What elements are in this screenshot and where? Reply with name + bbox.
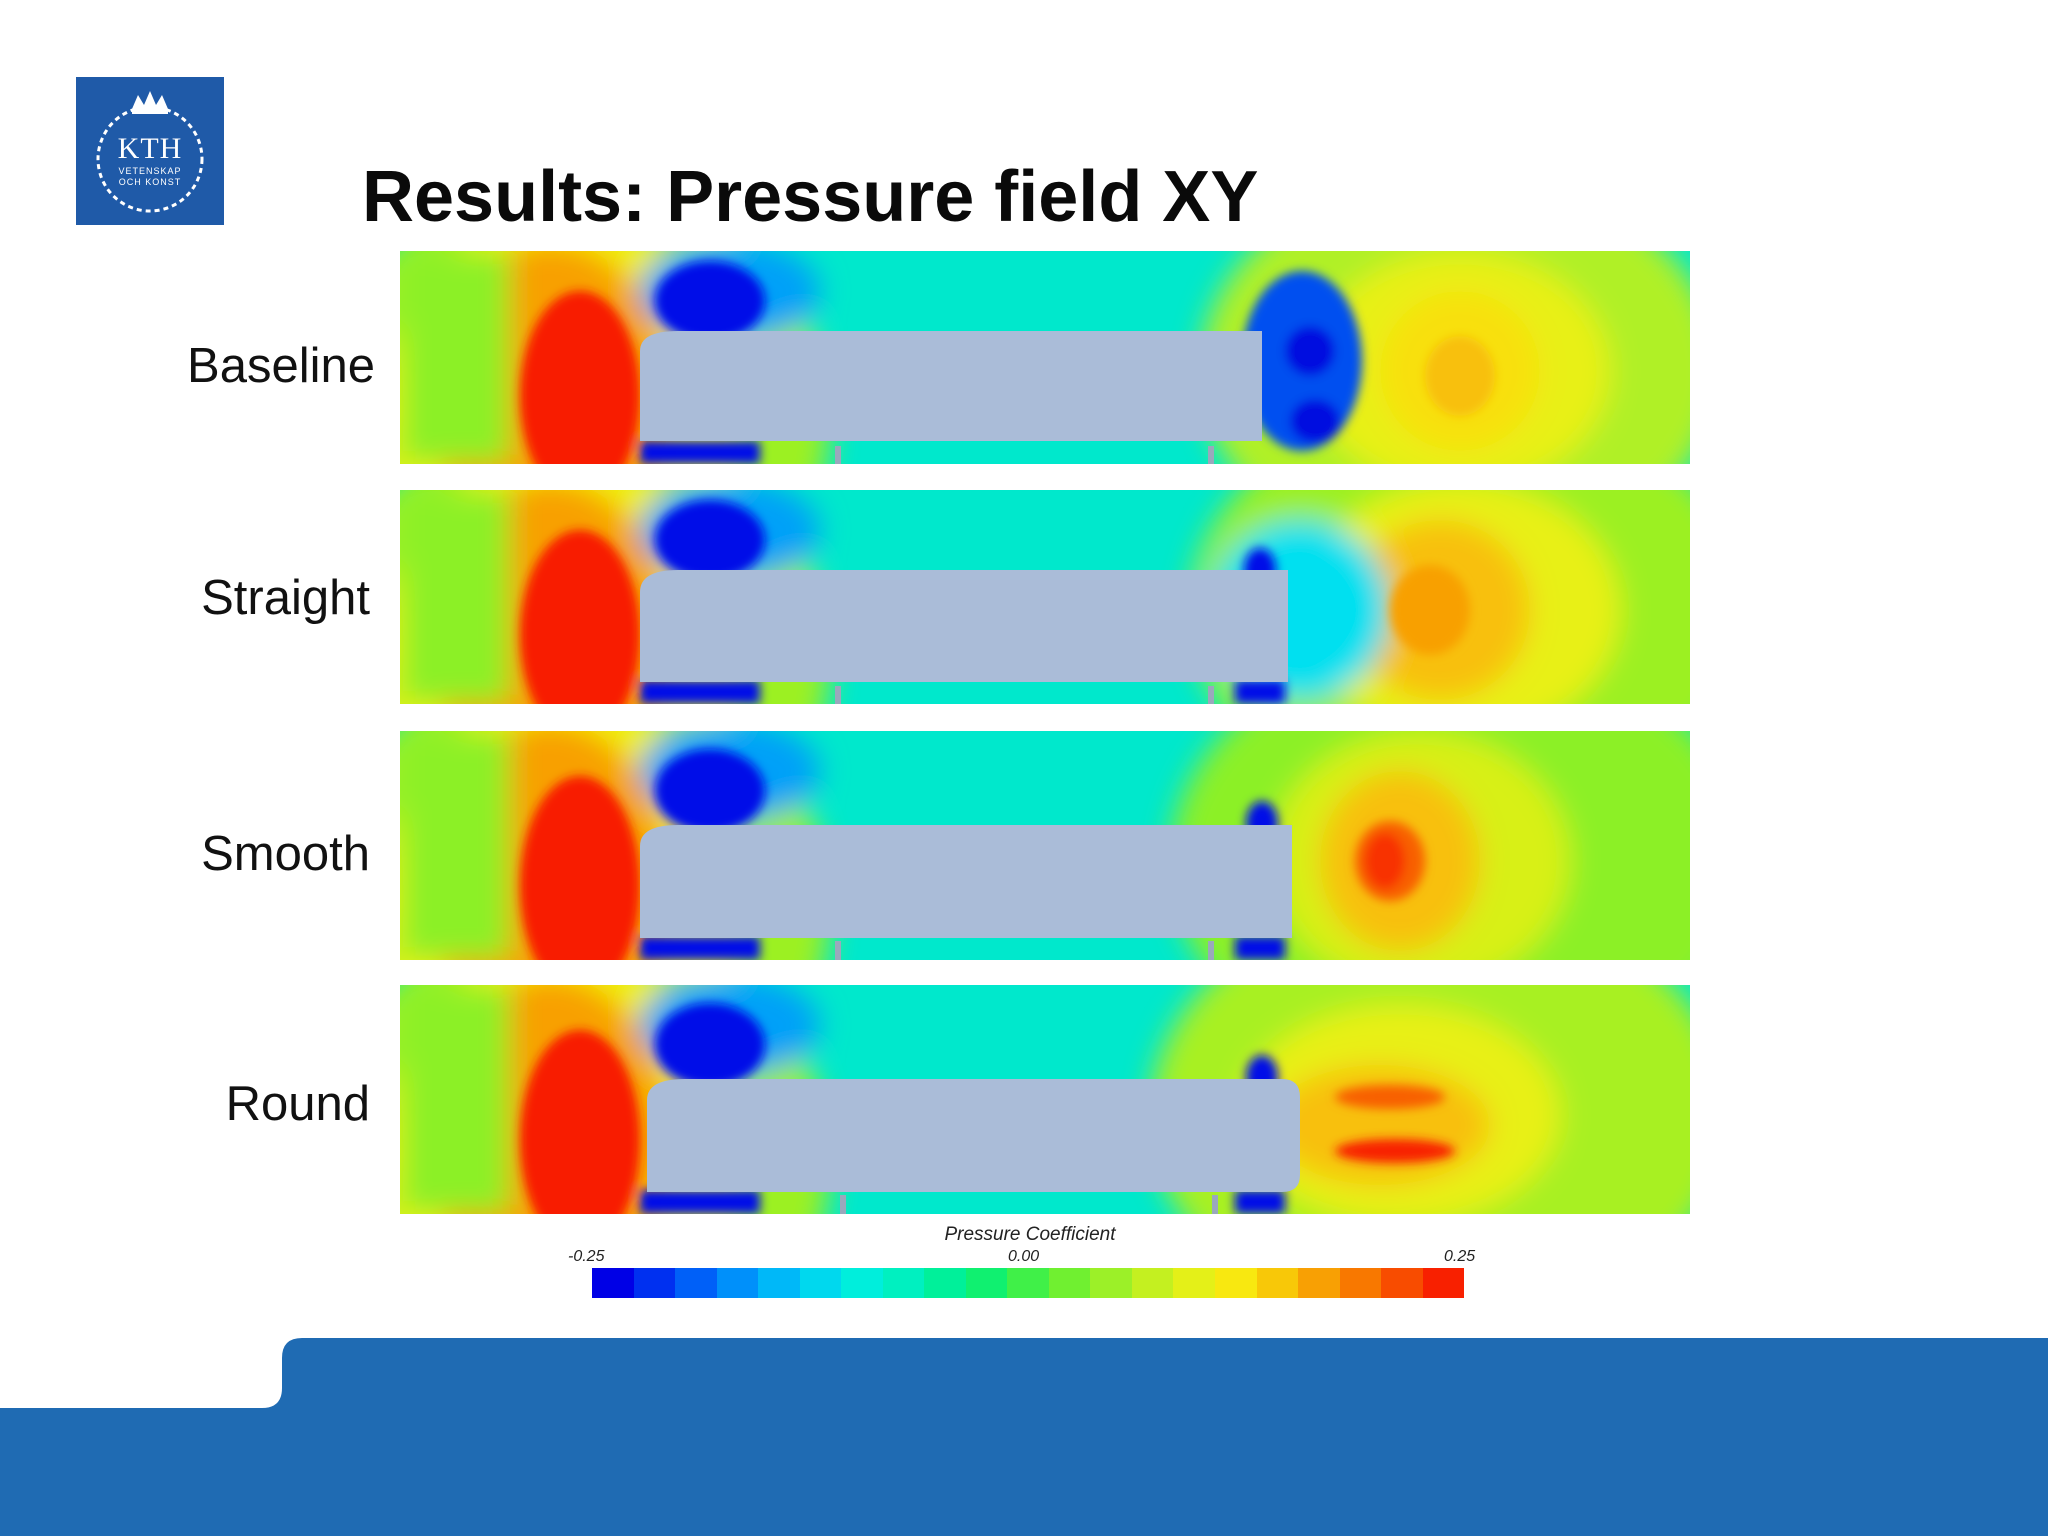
colorbar-segment bbox=[1381, 1268, 1423, 1298]
colorbar-mid-label: 0.00 bbox=[1008, 1248, 1040, 1265]
colorbar bbox=[592, 1268, 1465, 1298]
colorbar-segment bbox=[1339, 1268, 1382, 1298]
logo-subtext-1: VETENSKAP bbox=[118, 166, 182, 176]
panel-label-round: Round bbox=[225, 1077, 370, 1131]
logo-text: KTH bbox=[117, 132, 183, 165]
colorbar-segment bbox=[758, 1268, 800, 1298]
pressure-field-baseline bbox=[400, 251, 1690, 464]
footer-band bbox=[0, 1336, 2048, 1536]
logo-subtext-2: OCH KONST bbox=[118, 177, 182, 187]
slide-title: Results: Pressure field XY bbox=[362, 157, 1259, 237]
colorbar-segment bbox=[675, 1268, 717, 1298]
colorbar-title: Pressure Coefficient bbox=[944, 1224, 1116, 1245]
colorbar-segment bbox=[592, 1268, 634, 1298]
pressure-field-round bbox=[400, 985, 1690, 1214]
colorbar-segment bbox=[1298, 1268, 1340, 1298]
colorbar-segment bbox=[1048, 1268, 1091, 1298]
panel-label-straight: Straight bbox=[201, 571, 370, 625]
colorbar-max-label: 0.25 bbox=[1444, 1248, 1476, 1265]
colorbar-segment bbox=[1256, 1268, 1299, 1298]
colorbar-segment bbox=[1173, 1268, 1215, 1298]
colorbar-min-label: -0.25 bbox=[568, 1248, 605, 1265]
colorbar-segment bbox=[1214, 1268, 1257, 1298]
colorbar-segment bbox=[1007, 1268, 1049, 1298]
colorbar-segment bbox=[1090, 1268, 1132, 1298]
colorbar-segment bbox=[1422, 1268, 1465, 1298]
colorbar-segment bbox=[841, 1268, 883, 1298]
pressure-field-straight bbox=[400, 490, 1690, 704]
colorbar-segment bbox=[924, 1268, 966, 1298]
pressure-field-smooth bbox=[400, 731, 1690, 960]
panel-label-smooth: Smooth bbox=[201, 827, 370, 881]
colorbar-segment bbox=[1131, 1268, 1174, 1298]
colorbar-segment bbox=[799, 1268, 842, 1298]
laurel-wreath-icon bbox=[96, 91, 204, 213]
panel-label-baseline: Baseline bbox=[187, 339, 375, 393]
colorbar-segment bbox=[882, 1268, 925, 1298]
kth-logo: KTH VETENSKAP OCH KONST bbox=[76, 77, 224, 225]
colorbar-segment bbox=[633, 1268, 676, 1298]
colorbar-segment bbox=[965, 1268, 1008, 1298]
colorbar-segment bbox=[716, 1268, 759, 1298]
